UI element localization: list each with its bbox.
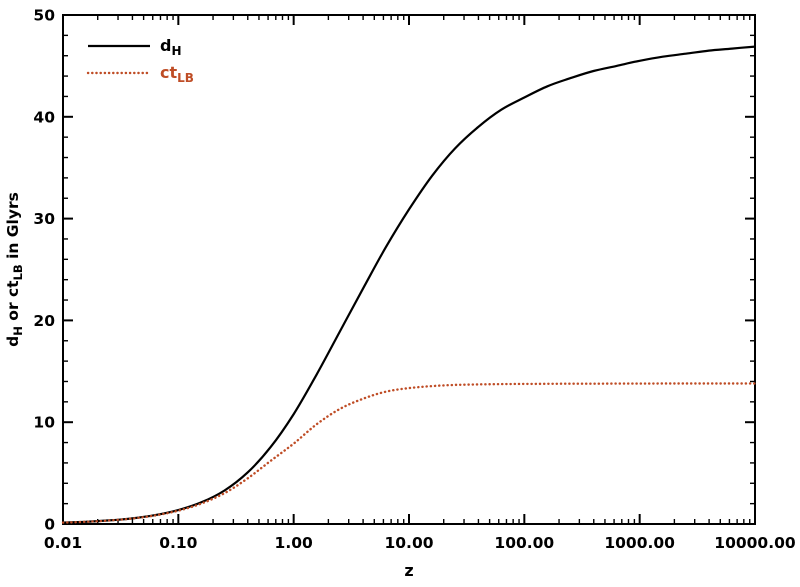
- curve-d_H: [62, 45, 756, 524]
- y-tick-label: 10: [33, 414, 55, 432]
- x-axis: 0.01 0.10 1.00 10.00 100.00 1000.00 10000.00: [44, 15, 796, 552]
- x-tick-label: 1000.00: [604, 534, 675, 552]
- x-tick-label: 100.00: [494, 534, 554, 552]
- legend-label-ct_LB: ctLB: [160, 63, 194, 85]
- x-tick-label: 10000.00: [714, 534, 796, 552]
- y-axis: 0 10 20 30 40 50: [33, 7, 755, 534]
- y-tick-label: 20: [33, 312, 55, 330]
- y-tick-label: 50: [33, 7, 55, 25]
- x-tick-label: 1.00: [275, 534, 313, 552]
- y-axis-label: dH or ctLB in Glyrs: [4, 192, 25, 347]
- y-tick-label: 30: [33, 210, 55, 228]
- y-tick-label: 40: [33, 108, 55, 126]
- y-tick-label: 0: [44, 516, 55, 534]
- legend: dH ctLB: [86, 36, 194, 85]
- x-tick-label: 10.00: [384, 534, 433, 552]
- plot-frame: [62, 14, 756, 525]
- x-tick-label: 0.10: [159, 534, 197, 552]
- curve-ct_LB: [61, 382, 757, 524]
- legend-label-d_H: dH: [160, 36, 182, 58]
- x-tick-label: 0.01: [44, 534, 82, 552]
- x-axis-label: z: [404, 561, 413, 580]
